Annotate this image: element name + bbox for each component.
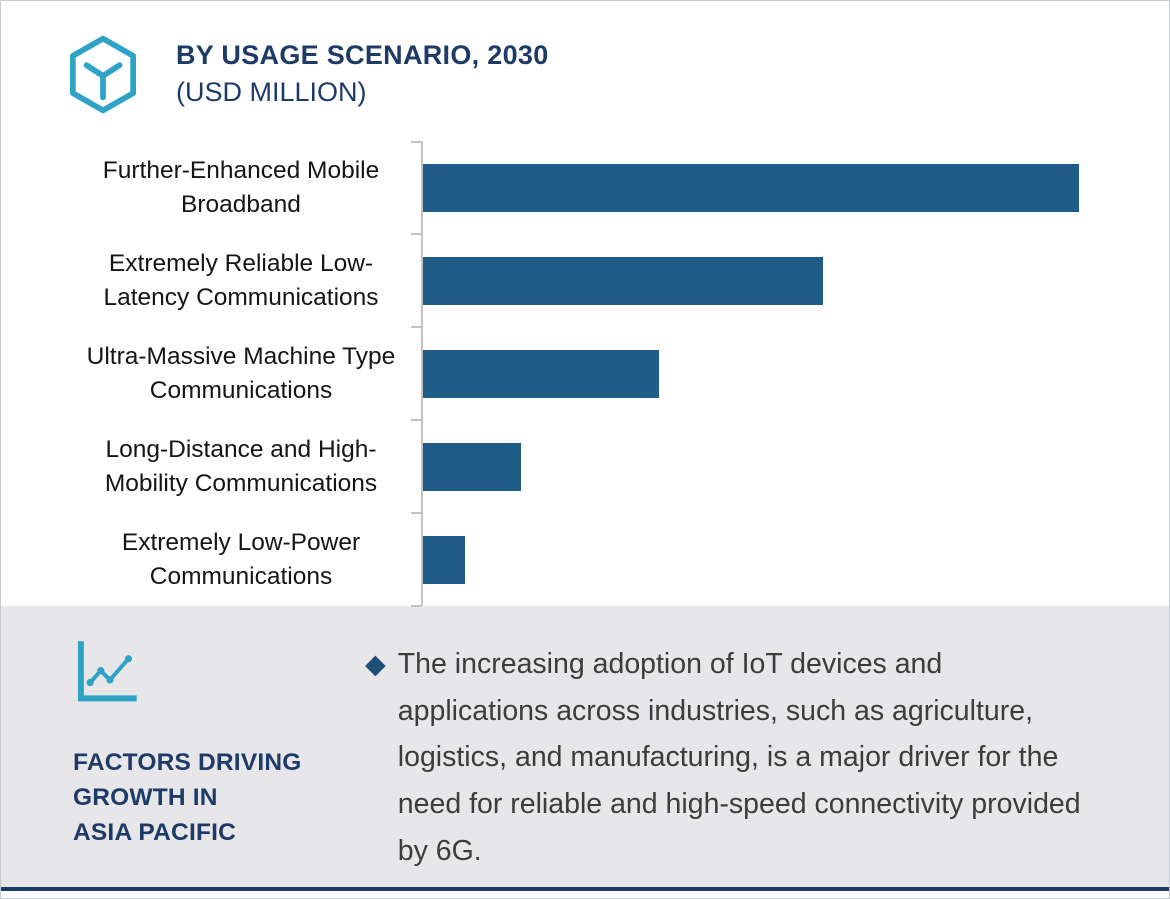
- factors-heading-line: FACTORS DRIVING: [73, 749, 302, 776]
- chart-row: Long-Distance and High- Mobility Communi…: [61, 420, 1131, 513]
- chart-row: Further-Enhanced Mobile Broadband: [61, 141, 1131, 234]
- axis-tick: [411, 605, 421, 607]
- bar: [423, 256, 823, 305]
- factors-heading-line: ASIA PACIFIC: [73, 818, 237, 846]
- hexagon-y-icon: [69, 35, 137, 114]
- factors-panel: FACTORS DRIVING GROWTH IN ASIA PACIFIC ◆ T…: [1, 606, 1169, 887]
- axis-tick: [411, 141, 421, 143]
- category-label: Ultra-Massive Machine Type Communication…: [86, 342, 396, 404]
- bar-chart-rows: Further-Enhanced Mobile Broadband Extreme…: [61, 141, 1131, 607]
- category-label: Further-Enhanced Mobile Broadband: [102, 156, 380, 218]
- bar-plot-area: [421, 513, 1131, 606]
- bar-plot-area: [421, 141, 1131, 234]
- chart-row: Extremely Low-Power Communications: [61, 513, 1131, 606]
- chart-title: BY USAGE SCENARIO, 2030: [176, 40, 549, 70]
- bar-plot-area: [421, 327, 1131, 420]
- chart-title-block: BY USAGE SCENARIO, 2030 (USD MILLION): [176, 35, 549, 141]
- driver-bullet: ◆ The increasing adoption of IoT devices…: [365, 639, 1098, 887]
- chart-subtitle: (USD MILLION): [176, 77, 367, 107]
- factors-heading-line: GROWTH IN: [73, 783, 218, 811]
- bar-plot-area: [421, 420, 1131, 513]
- category-label: Extremely Low-Power Communications: [121, 528, 361, 590]
- bar: [423, 349, 659, 398]
- axis-tick: [411, 233, 421, 235]
- bar: [423, 535, 465, 584]
- axis-tick: [411, 326, 421, 328]
- bar: [423, 442, 522, 491]
- category-label: Long-Distance and High- Mobility Communi…: [104, 435, 378, 497]
- category-label: Extremely Reliable Low- Latency Communic…: [103, 249, 379, 311]
- diamond-bullet-icon: ◆: [365, 649, 386, 679]
- axis-tick: [411, 419, 421, 421]
- chart-row: Ultra-Massive Machine Type Communication…: [61, 327, 1131, 420]
- factors-heading: FACTORS DRIVING GROWTH IN ASIA PACIFIC: [73, 746, 365, 850]
- bar-chart: Further-Enhanced Mobile Broadband Extreme…: [61, 141, 1131, 607]
- axis-tick: [411, 512, 421, 514]
- chart-header: BY USAGE SCENARIO, 2030 (USD MILLION): [1, 1, 1169, 141]
- bottom-rule: [1, 887, 1169, 891]
- bar: [423, 163, 1079, 212]
- bar-plot-area: [421, 234, 1131, 327]
- chart-row: Extremely Reliable Low- Latency Communic…: [61, 234, 1131, 327]
- driver-bullet-text: The increasing adoption of IoT devices a…: [397, 648, 1081, 867]
- growth-chart-icon: [77, 641, 137, 702]
- factors-left-column: FACTORS DRIVING GROWTH IN ASIA PACIFIC: [73, 639, 365, 887]
